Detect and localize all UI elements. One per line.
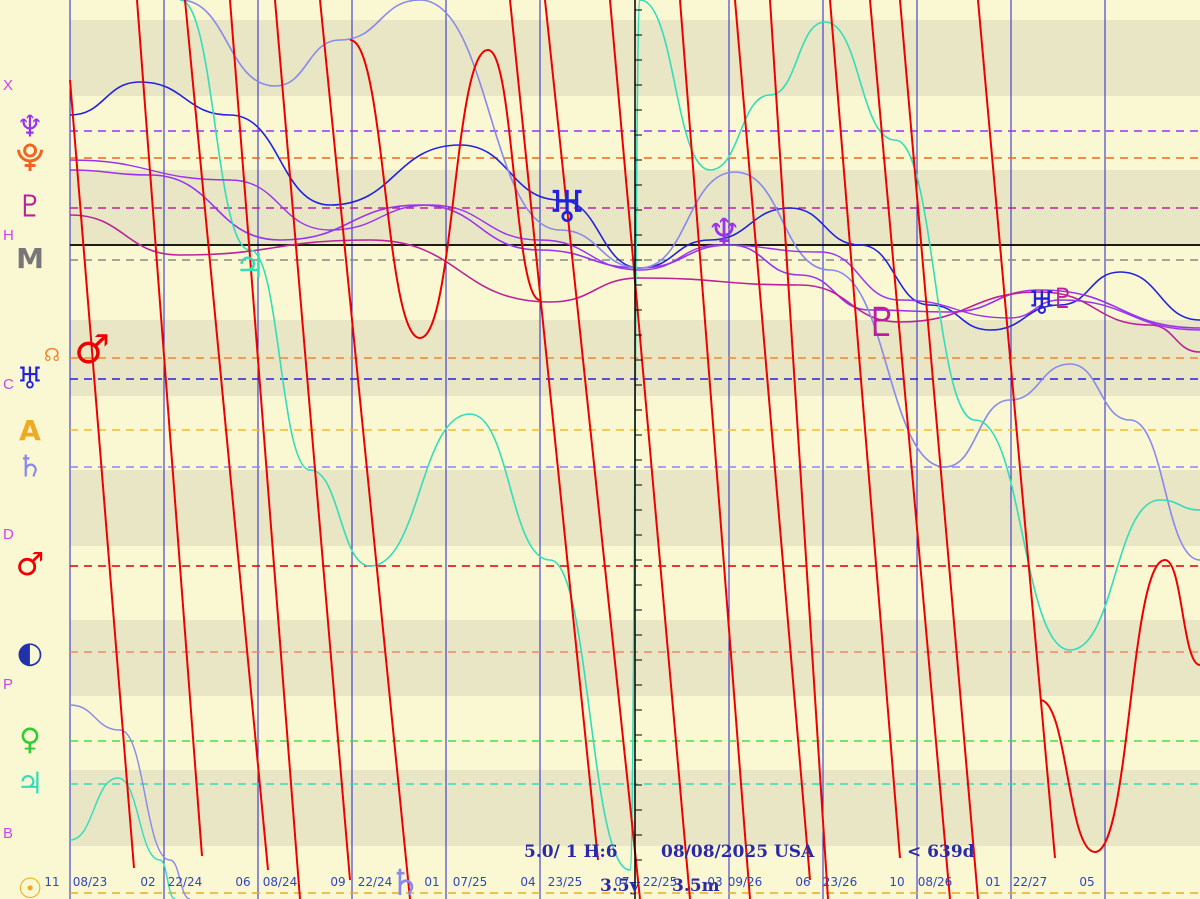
mars-icon: ♂ xyxy=(16,545,45,583)
date-label-20: 01 xyxy=(985,875,1000,889)
scale-right: 3.5m xyxy=(672,876,720,896)
mars-line-1 xyxy=(136,0,203,857)
mars-line-10 xyxy=(734,0,811,881)
mars-line-7 xyxy=(544,0,641,899)
center-axis-layer xyxy=(634,0,642,899)
moon-phase-icon: ◐ xyxy=(17,636,43,671)
mars-lines-layer xyxy=(69,0,1200,899)
mc-icon: M xyxy=(16,242,44,275)
venus-icon: ♀ xyxy=(19,723,41,758)
mars-line-2 xyxy=(184,0,269,871)
date-label-18: 10 xyxy=(889,875,904,889)
curve-markers-layer: ♅ ♆♇ ♅♇♃♄ xyxy=(235,182,1076,899)
date-label-17: 23/26 xyxy=(823,875,858,889)
side-letter-d: D xyxy=(3,526,14,543)
scale-left: 3.5y xyxy=(600,876,641,896)
date-label-4: 06 xyxy=(235,875,250,889)
date-label-21: 22/27 xyxy=(1013,875,1048,889)
side-letter-c: C xyxy=(3,376,14,393)
jupiter-curve xyxy=(179,0,1200,871)
mars-line-3 xyxy=(229,0,301,899)
asc-icon: A xyxy=(19,414,41,447)
uranus-curve xyxy=(69,81,1200,331)
saturn-curve xyxy=(179,0,1200,561)
pluto-marker: ♇ xyxy=(864,300,900,346)
date-label-6: 09 xyxy=(330,875,345,889)
neptune-marker: ♆ xyxy=(707,211,741,255)
uranus-marker-2: ♅ xyxy=(1028,284,1057,322)
mars-icon-top: ♂ xyxy=(74,327,110,373)
side-letter-x: X xyxy=(3,77,13,94)
date-label-15: 09/26 xyxy=(728,875,763,889)
uranus-icon: ♅ xyxy=(17,362,44,397)
date-label-1: 08/23 xyxy=(73,875,108,889)
side-letter-h: H xyxy=(3,227,14,244)
info-left: 5.0/ 1 H:6 xyxy=(524,842,618,862)
uranus-marker: ♅ xyxy=(547,182,586,233)
jupiter-icon: ♃ xyxy=(17,767,44,802)
mars-line-4 xyxy=(274,0,351,881)
pluto-marker-2: ♇ xyxy=(1050,282,1075,315)
mars-line-9 xyxy=(679,0,751,899)
date-label-7: 22/24 xyxy=(358,875,393,889)
neptune-icon: ♆ xyxy=(17,110,44,145)
pluto-icon: ⯓ xyxy=(16,140,43,173)
date-ticks-layer: 11 08/23 02 22/24 06 08/24 09 22/24 01 07/25 04 23/… xyxy=(44,875,1094,889)
saturn-icon: ♄ xyxy=(17,450,44,485)
saturn-marker: ♄ xyxy=(389,863,421,899)
date-label-10: 04 xyxy=(520,875,535,889)
planet-curves-layer xyxy=(69,0,1200,899)
date-label-11: 23/25 xyxy=(548,875,583,889)
node-icon: ☊ xyxy=(44,345,60,366)
date-label-0: 11 xyxy=(44,875,59,889)
mars-line-14 xyxy=(899,0,979,899)
date-label-9: 07/25 xyxy=(453,875,488,889)
mars-line-13 xyxy=(869,0,951,899)
mars-line-11 xyxy=(769,0,829,899)
mars-line-6 xyxy=(509,0,599,861)
mars-loop-2 xyxy=(1039,558,1200,854)
left-glyph-column: X H C D P B ♆⯓ ♇ M ☊ ♂ ♅ A♄ ♂ ◐ ♀ ♃ ☉ xyxy=(3,77,110,899)
date-label-2: 02 xyxy=(140,875,155,889)
mars-line-0 xyxy=(69,79,135,869)
sun-icon: ☉ xyxy=(17,872,42,899)
date-label-3: 22/24 xyxy=(168,875,203,889)
date-label-19: 08/26 xyxy=(918,875,953,889)
mars-line-15 xyxy=(977,0,1056,859)
pluto-icon-alt: ♇ xyxy=(17,190,44,225)
date-label-8: 01 xyxy=(424,875,439,889)
side-letter-p: P xyxy=(3,676,13,693)
jupiter-marker: ♃ xyxy=(235,247,265,287)
date-label-16: 06 xyxy=(795,875,810,889)
pluto-curve xyxy=(69,214,1200,353)
mars-line-8 xyxy=(609,0,691,899)
saturn-curve-tail xyxy=(69,704,191,899)
date-label-13: 22/25 xyxy=(643,875,678,889)
info-text-layer: 5.0/ 1 H:6 08/08/2025 USA < 639d 3.5y 3.… xyxy=(524,842,975,896)
info-right: < 639d xyxy=(907,842,975,862)
side-letter-b: B xyxy=(3,825,13,842)
info-center: 08/08/2025 USA xyxy=(661,842,815,862)
mars-line-12 xyxy=(829,0,901,859)
date-label-22: 05 xyxy=(1079,875,1094,889)
jupiter-curve-tail xyxy=(69,777,176,899)
date-label-14: 03 xyxy=(707,875,722,889)
date-label-5: 08/24 xyxy=(263,875,298,889)
date-label-12: 07 xyxy=(614,875,629,889)
mars-loop-1 xyxy=(349,39,541,340)
mars-line-5 xyxy=(319,0,411,899)
